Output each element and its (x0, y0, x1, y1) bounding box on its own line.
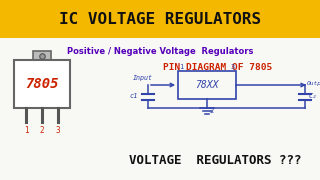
Text: PIN DIAGRAM OF 7805: PIN DIAGRAM OF 7805 (164, 64, 273, 73)
Text: IC VOLTAGE REGULATORS: IC VOLTAGE REGULATORS (59, 12, 261, 26)
Bar (0, 0, 320, 38)
Text: 2: 2 (40, 126, 44, 135)
Text: c1: c1 (130, 93, 138, 100)
Text: 78XX: 78XX (195, 80, 219, 90)
Text: 1: 1 (179, 64, 183, 70)
Text: 7805: 7805 (25, 77, 59, 91)
Text: C₂: C₂ (309, 93, 317, 100)
Text: 3: 3 (56, 126, 60, 135)
Bar (33, 51, 51, 60)
Text: Input: Input (133, 75, 153, 81)
Text: Output: Output (307, 82, 320, 87)
Bar (0, 38, 320, 180)
Text: 3: 3 (231, 64, 235, 70)
Bar (14, 60, 70, 108)
Text: Positive / Negative Voltage  Regulators: Positive / Negative Voltage Regulators (67, 48, 253, 57)
Text: VOLTAGE  REGULATORS ???: VOLTAGE REGULATORS ??? (129, 154, 301, 166)
Bar (178, 71, 236, 99)
Text: 2: 2 (209, 108, 213, 114)
Text: 1: 1 (24, 126, 28, 135)
